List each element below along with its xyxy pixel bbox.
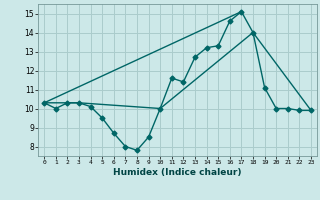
X-axis label: Humidex (Indice chaleur): Humidex (Indice chaleur) <box>113 168 242 177</box>
